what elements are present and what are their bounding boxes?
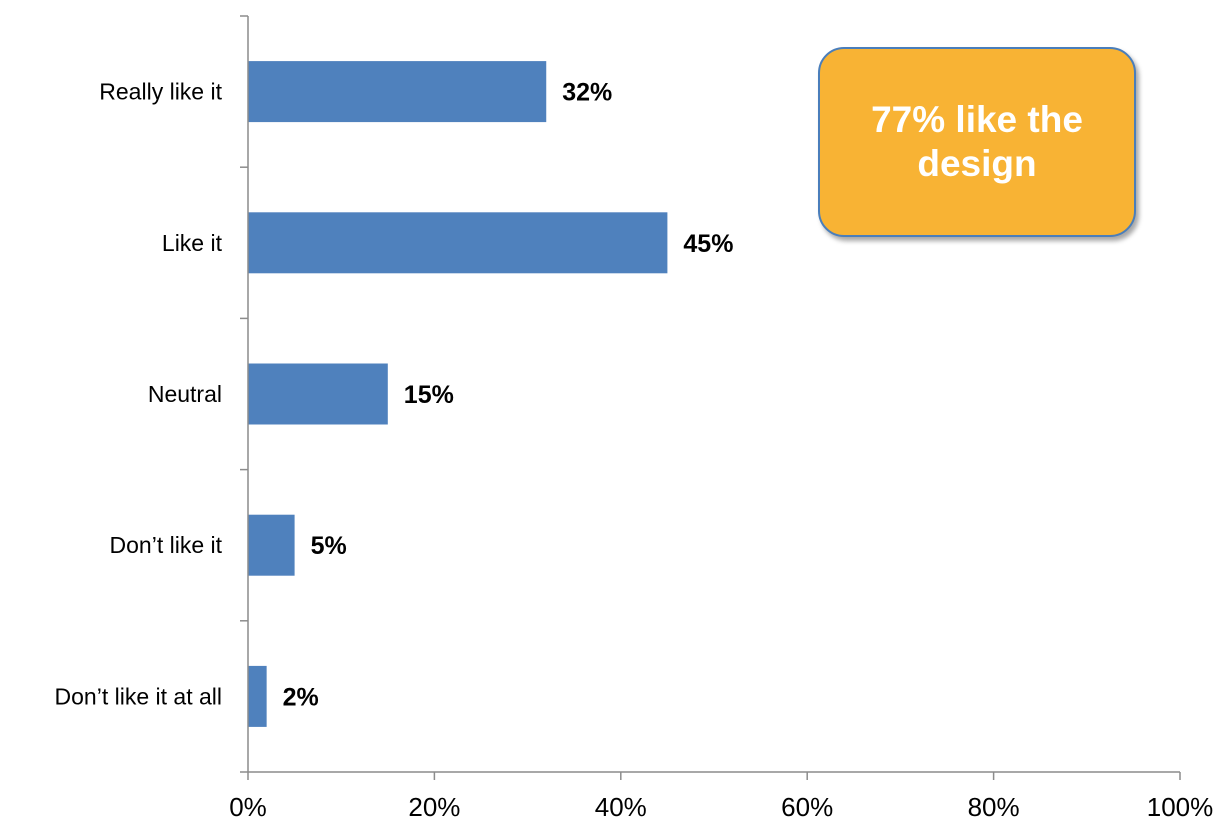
- x-tick-label-4: 80%: [968, 792, 1020, 822]
- x-tick-label-1: 20%: [408, 792, 460, 822]
- category-label-2: Neutral: [148, 381, 222, 407]
- bar-1: [248, 212, 668, 274]
- data-label-4: 2%: [283, 683, 319, 711]
- x-tick-label-0: 0%: [229, 792, 267, 822]
- category-label-1: Like it: [162, 230, 223, 256]
- bar-3: [248, 514, 295, 576]
- x-tick-label-5: 100%: [1147, 792, 1214, 822]
- callout-text: 77% like the design: [871, 98, 1083, 184]
- x-tick-label-3: 60%: [781, 792, 833, 822]
- category-label-4: Don’t like it at all: [55, 683, 222, 709]
- data-label-1: 45%: [683, 230, 733, 258]
- bars-layer: [248, 61, 668, 727]
- category-label-3: Don’t like it: [110, 532, 223, 558]
- category-label-0: Really like it: [99, 79, 222, 105]
- bar-0: [248, 61, 547, 123]
- data-label-0: 32%: [562, 79, 612, 107]
- bar-4: [248, 665, 267, 727]
- data-label-3: 5%: [311, 532, 347, 560]
- bar-2: [248, 363, 388, 425]
- callout-box: 77% like the design: [818, 47, 1136, 237]
- data-label-2: 15%: [404, 381, 454, 409]
- labels-layer: Really like it 32% Like it 45% Neutral 15% Don…: [55, 79, 734, 712]
- axes-layer: 0% 20% 40% 60% 80% 100%: [229, 15, 1214, 822]
- x-tick-label-2: 40%: [595, 792, 647, 822]
